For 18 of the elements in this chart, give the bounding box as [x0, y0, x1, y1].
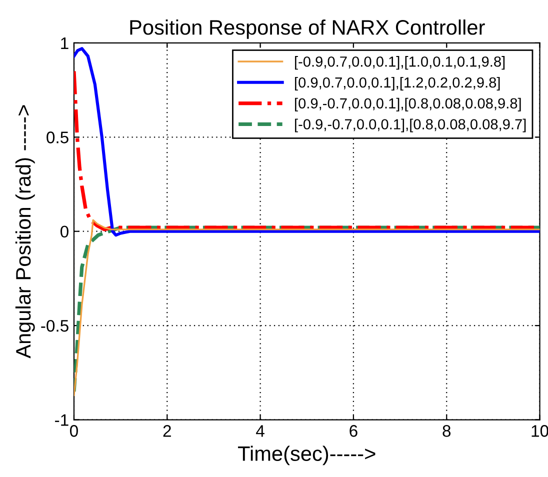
x-tick-label: 10	[532, 425, 548, 437]
x-tick-label: 6	[350, 425, 358, 437]
y-tick-label: 0	[60, 226, 68, 238]
y-tick-label: -1	[55, 414, 68, 426]
x-axis-title: Time(sec)----->	[238, 446, 376, 466]
y-tick-label: 1	[61, 38, 68, 49]
y-tick-label: 0.5	[46, 132, 68, 144]
chart-title: Position Response of NARX Controller	[130, 20, 485, 39]
y-tick-label: -0.5	[41, 320, 68, 332]
x-tick-label: 0	[70, 425, 78, 437]
legend-label: [0.9,-0.7,0.0,0.1],[0.8,0.08,0.08,9.8]	[295, 98, 521, 112]
legend-label: [0.9,0.7,0.0,0.1],[1.2,0.2,0.2,9.8]	[295, 76, 500, 91]
y-axis-title: Angular Position (rad) ----->	[15, 105, 35, 358]
x-tick-label: 4	[256, 425, 264, 437]
legend-label: [-0.9,0.7,0.0,0.1],[1.0,0.1,0.1,9.8]	[295, 56, 505, 70]
legend-label: [-0.9,-0.7,0.0,0.1],[0.8,0.08,0.08,9.7]	[295, 118, 526, 132]
x-tick-label: 2	[163, 425, 171, 437]
x-tick-label: 8	[442, 425, 451, 437]
